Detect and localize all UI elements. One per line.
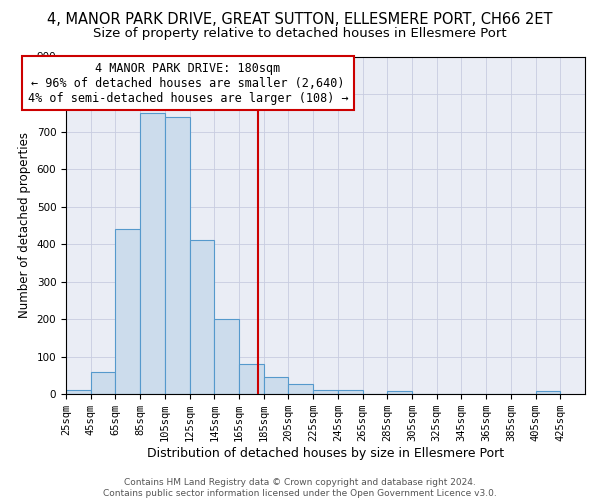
Bar xyxy=(338,390,362,394)
Bar xyxy=(66,390,91,394)
Bar xyxy=(91,372,115,394)
Bar xyxy=(536,391,560,394)
Bar xyxy=(289,384,313,394)
Text: 4 MANOR PARK DRIVE: 180sqm
← 96% of detached houses are smaller (2,640)
4% of se: 4 MANOR PARK DRIVE: 180sqm ← 96% of deta… xyxy=(28,62,349,104)
Text: 4, MANOR PARK DRIVE, GREAT SUTTON, ELLESMERE PORT, CH66 2ET: 4, MANOR PARK DRIVE, GREAT SUTTON, ELLES… xyxy=(47,12,553,28)
Text: Contains HM Land Registry data © Crown copyright and database right 2024.
Contai: Contains HM Land Registry data © Crown c… xyxy=(103,478,497,498)
Bar xyxy=(165,116,190,394)
Bar xyxy=(115,229,140,394)
X-axis label: Distribution of detached houses by size in Ellesmere Port: Distribution of detached houses by size … xyxy=(147,447,504,460)
Text: Size of property relative to detached houses in Ellesmere Port: Size of property relative to detached ho… xyxy=(93,28,507,40)
Bar xyxy=(190,240,214,394)
Bar xyxy=(313,390,338,394)
Bar xyxy=(239,364,264,394)
Bar xyxy=(214,319,239,394)
Bar xyxy=(388,391,412,394)
Bar xyxy=(264,378,289,394)
Y-axis label: Number of detached properties: Number of detached properties xyxy=(18,132,31,318)
Bar xyxy=(140,113,165,394)
